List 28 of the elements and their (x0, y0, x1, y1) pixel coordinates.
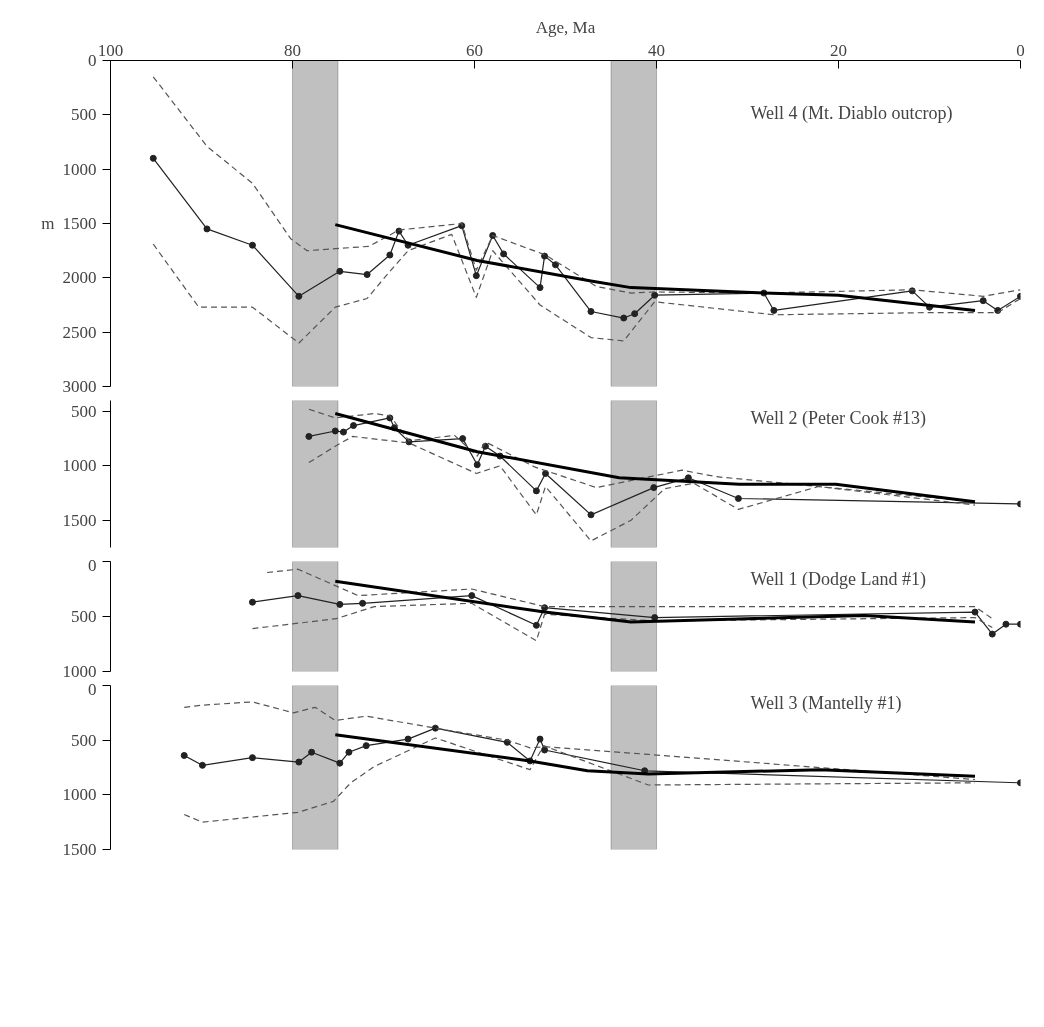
x-tick-label: 80 (284, 40, 301, 60)
y-tick-label: 1500 (62, 510, 97, 530)
y-tick-label: 1000 (62, 785, 97, 805)
y-axis-title: m (41, 214, 55, 233)
y-tick-label: 500 (71, 401, 97, 421)
x-axis-title: Age, Ma (535, 17, 596, 37)
text: Well 4 (Mt. Diablo outcrop) (750, 102, 953, 124)
y-tick-label: 500 (71, 105, 97, 125)
y-tick-label: 1000 (62, 159, 97, 179)
y-tick-label: 3000 (62, 377, 97, 396)
y-tick-label: 1000 (62, 662, 97, 681)
y-tick-label: 0 (88, 679, 97, 699)
chart-title: Well 2 (Peter Cook #13) (750, 407, 927, 429)
y-tick-label: 0 (88, 555, 97, 575)
y-tick-label: 1500 (62, 214, 97, 233)
y-tick-label: 500 (71, 607, 97, 626)
x-tick-label: 100 (97, 40, 124, 60)
chart-title: Well 1 (Dodge Land #1) (750, 568, 927, 590)
x-tick-label: 20 (830, 40, 847, 60)
y-tick-label: 500 (71, 730, 97, 750)
chart-title: Well 3 (Mantelly #1) (750, 692, 902, 714)
y-tick-label: 1000 (62, 456, 97, 476)
x-tick-label: 0 (1016, 40, 1025, 60)
y-tick-label: 2000 (62, 268, 97, 288)
x-tick-label: 40 (648, 40, 665, 60)
x-tick-label: 60 (466, 40, 483, 60)
y-tick-label: 1500 (62, 840, 97, 859)
y-tick-label: 2500 (62, 322, 97, 342)
